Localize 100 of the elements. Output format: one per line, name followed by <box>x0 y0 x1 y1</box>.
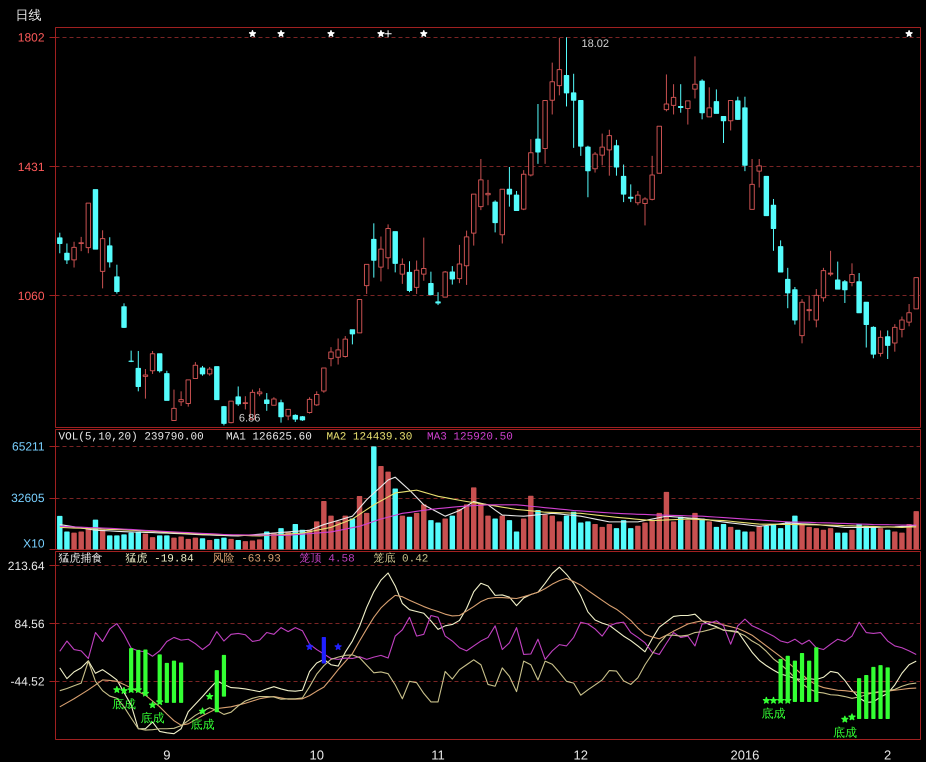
candlestick <box>428 271 434 296</box>
candlestick <box>435 292 441 306</box>
bar <box>871 666 876 719</box>
y-tick-label: 1060 <box>18 288 45 303</box>
point <box>120 686 128 694</box>
candlestick <box>264 392 270 412</box>
bar <box>222 654 226 697</box>
line-series <box>59 614 917 660</box>
candlestick <box>642 196 648 226</box>
candlestick <box>71 241 77 268</box>
candlestick <box>450 266 456 286</box>
y-tick-label: -44.52 <box>10 674 45 689</box>
x-tick-label: 12 <box>574 748 588 762</box>
candlestick <box>285 408 291 421</box>
bar <box>864 674 868 719</box>
candlestick <box>664 74 670 112</box>
candlestick <box>714 88 720 114</box>
point <box>762 696 770 704</box>
candlestick <box>400 258 406 284</box>
chart-title: 日线 <box>16 8 42 22</box>
candlestick <box>456 244 462 284</box>
x-tick-label: 11 <box>431 748 445 762</box>
candlestick <box>628 184 634 203</box>
point <box>306 642 314 650</box>
y-tick-label: 213.64 <box>8 559 45 574</box>
candlestick <box>535 104 541 164</box>
candlestick <box>514 190 520 211</box>
candlestick <box>64 243 70 265</box>
candlestick <box>364 264 370 294</box>
x-tick-label: 2 <box>884 748 892 762</box>
chart-title: 猛虎捕食 <box>58 552 102 566</box>
candlestick <box>706 86 712 118</box>
candlestick <box>371 222 377 278</box>
candlestick <box>278 399 284 424</box>
y-tick-label: 32605 <box>11 491 45 506</box>
candlestick <box>906 304 912 327</box>
data-label: 底成 <box>140 711 165 726</box>
point <box>113 686 121 694</box>
text: MA1 126625.60 <box>226 432 312 444</box>
candlestick <box>107 236 112 268</box>
bar <box>807 660 812 702</box>
candlestick <box>620 164 626 203</box>
y-tick-label: X10 <box>23 536 45 550</box>
candlestick <box>585 145 591 198</box>
point <box>206 692 214 700</box>
bar <box>878 665 883 719</box>
annotation: 18.02 <box>582 38 610 50</box>
candlestick <box>114 264 120 294</box>
candlestick <box>728 100 734 131</box>
candlestick <box>350 329 356 345</box>
candlestick <box>192 362 198 379</box>
candlestick <box>121 302 127 329</box>
text: 笼顶 4.58 <box>300 552 355 566</box>
bar <box>814 647 818 702</box>
candlestick <box>564 36 570 107</box>
candlestick <box>720 116 726 144</box>
candlestick <box>884 330 890 360</box>
point <box>848 713 856 720</box>
candlestick <box>635 190 641 206</box>
candlestick <box>670 84 676 115</box>
bar <box>136 650 140 692</box>
candlestick <box>770 198 776 252</box>
candlestick <box>878 330 884 358</box>
candlestick <box>156 353 162 374</box>
candlestick <box>150 350 156 374</box>
data-label: 底成 <box>190 717 215 732</box>
candlestick <box>849 262 855 287</box>
candlestick <box>57 232 62 254</box>
x-tick-label: 2016 <box>730 748 760 762</box>
candlestick <box>685 100 691 126</box>
bar <box>800 653 804 702</box>
candlestick <box>756 158 762 188</box>
y-tick-label: 1802 <box>18 30 45 45</box>
candlestick <box>678 84 684 114</box>
candlestick <box>485 179 491 206</box>
data-label: 底成 <box>761 706 786 721</box>
chart-title: VOL(5,10,20) 239790.00 <box>58 432 204 444</box>
candlestick <box>406 260 412 293</box>
point <box>198 707 206 715</box>
point <box>334 642 342 650</box>
text: 猛虎 -19.84 <box>126 552 194 566</box>
candlestick <box>492 200 498 233</box>
candlestick <box>321 368 327 394</box>
text: MA3 125920.50 <box>427 432 513 444</box>
candlestick <box>171 389 177 422</box>
bar <box>129 648 134 692</box>
y-tick-label: 1431 <box>18 160 45 174</box>
data-label: 底成 <box>832 725 857 740</box>
candlestick <box>142 368 148 400</box>
x-tick-label: 10 <box>309 748 324 762</box>
candlestick <box>200 365 206 376</box>
point <box>841 715 849 723</box>
candlestick <box>378 236 384 282</box>
bar <box>172 660 176 703</box>
bar <box>322 636 326 664</box>
text: 风险 -63.93 <box>212 552 281 566</box>
bar <box>886 667 890 719</box>
bar <box>179 662 184 703</box>
candlestick <box>328 346 334 367</box>
candlestick <box>570 73 576 148</box>
